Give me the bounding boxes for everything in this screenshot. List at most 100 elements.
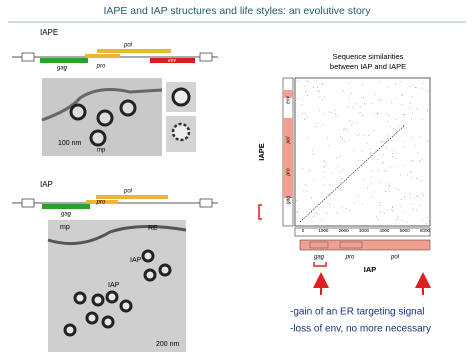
- gene-map: [12, 49, 218, 63]
- dot: [412, 137, 413, 138]
- gene-label: env: [285, 95, 291, 104]
- dot: [322, 124, 324, 126]
- dot: [303, 190, 305, 192]
- x-tick-label: 6000: [420, 228, 431, 233]
- dot: [384, 191, 386, 192]
- conclusion: -gain of an ER targeting signal: [290, 307, 425, 318]
- dot: [383, 212, 385, 214]
- dot: [341, 206, 343, 208]
- dot: [356, 135, 358, 136]
- panel-label: IAP: [40, 180, 53, 189]
- dot: [353, 202, 355, 204]
- dot: [364, 134, 366, 136]
- dot: [413, 84, 415, 86]
- membrane: [47, 224, 187, 246]
- dot: [370, 177, 372, 179]
- dot: [313, 87, 314, 88]
- dot: [381, 141, 383, 143]
- dot: [321, 219, 322, 220]
- dot: [312, 150, 313, 151]
- dot: [356, 165, 358, 166]
- dot: [301, 104, 302, 106]
- dot: [410, 160, 412, 162]
- gene-label: gag: [314, 255, 325, 261]
- gene-map: [12, 195, 218, 209]
- dot: [348, 97, 350, 99]
- dot: [326, 163, 327, 165]
- dot: [389, 166, 391, 168]
- dot: [322, 171, 324, 173]
- dot: [356, 122, 358, 124]
- dot: [349, 120, 351, 122]
- dot: [397, 215, 399, 217]
- dot: [379, 100, 381, 102]
- dot: [297, 211, 298, 212]
- dot: [329, 206, 331, 208]
- particles: [63, 249, 172, 337]
- dot: [397, 218, 399, 219]
- dot: [340, 182, 341, 184]
- dot: [386, 171, 388, 172]
- gene-label: pro: [345, 255, 355, 261]
- dot: [316, 90, 318, 92]
- gene-label: pro: [96, 200, 106, 206]
- dot: [391, 140, 393, 142]
- dot: [409, 107, 410, 108]
- gene-label: gag: [61, 212, 72, 218]
- dot: [361, 159, 363, 161]
- x-tick-label: 0: [302, 228, 305, 233]
- dot: [386, 147, 387, 148]
- dot: [421, 87, 423, 89]
- annotation: RE: [148, 225, 158, 232]
- dot: [403, 125, 404, 127]
- dot: [350, 124, 352, 126]
- dot: [425, 222, 427, 224]
- dot: [383, 141, 384, 143]
- dot: [415, 145, 417, 147]
- dot: [331, 111, 333, 113]
- dot: [426, 109, 428, 110]
- dot: [386, 113, 388, 115]
- dot: [419, 204, 421, 206]
- dot: [403, 164, 404, 166]
- x-tick-label: 1000: [318, 228, 329, 233]
- dot: [313, 216, 314, 217]
- dot: [329, 184, 330, 186]
- dot: [412, 207, 414, 209]
- dot: [305, 91, 307, 92]
- dot: [321, 98, 323, 100]
- dot: [364, 103, 365, 105]
- dot: [389, 115, 391, 117]
- x-tick-label: 2000: [339, 228, 350, 233]
- dot: [390, 101, 392, 103]
- dot: [306, 117, 308, 119]
- dot: [389, 185, 391, 187]
- dot: [404, 211, 406, 213]
- gene-label: pro: [285, 168, 291, 176]
- gene-label: pol: [390, 255, 400, 261]
- dot: [348, 82, 350, 84]
- dot: [347, 129, 349, 131]
- dot: [371, 102, 373, 104]
- conclusion: -loss of env, no more necessary: [290, 324, 431, 335]
- dot: [359, 133, 360, 135]
- dot: [387, 138, 388, 139]
- dot: [415, 177, 417, 179]
- dot: [410, 193, 411, 195]
- dot: [427, 111, 428, 113]
- dot: [391, 210, 393, 212]
- dot: [392, 153, 393, 154]
- dot: [297, 80, 298, 82]
- dot: [368, 135, 369, 137]
- dot: [373, 130, 375, 131]
- dot: [403, 114, 405, 116]
- dot: [314, 212, 316, 214]
- gene-label: gag: [57, 66, 68, 72]
- gene-label: env: [168, 58, 177, 64]
- dot: [421, 192, 423, 194]
- dot: [345, 208, 347, 210]
- dot: [400, 199, 402, 200]
- dot: [369, 148, 371, 150]
- dot: [389, 126, 391, 128]
- dot: [315, 126, 316, 127]
